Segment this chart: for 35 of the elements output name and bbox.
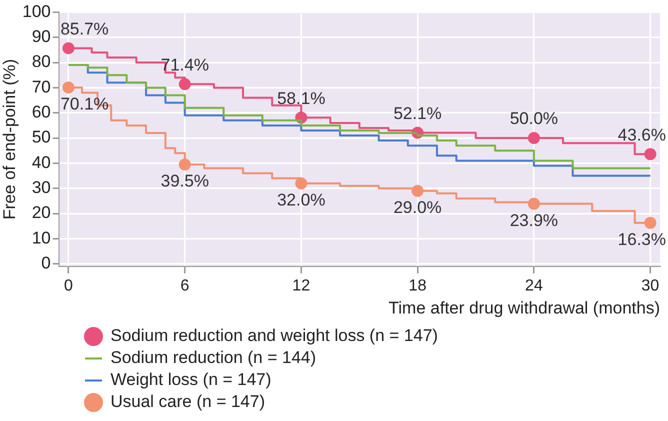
y-tick-label: 60 [32, 102, 51, 122]
x-tick-label: 30 [641, 277, 660, 294]
data-label: 32.0% [277, 190, 326, 210]
point [62, 42, 74, 54]
y-tick-label: 10 [32, 228, 51, 248]
x-axis-title: Time after drug withdrawal (months) [388, 298, 660, 318]
data-label: 16.3% [618, 230, 666, 250]
y-tick-label: 90 [32, 27, 51, 46]
y-axis-title: Free of end-point (%) [0, 58, 19, 220]
data-label: 58.1% [277, 88, 326, 108]
x-tick-label: 24 [525, 277, 543, 294]
y-tick-label: 0 [41, 254, 51, 273]
data-label: 85.7% [60, 19, 109, 38]
y-tick-label: 100 [22, 2, 51, 21]
y-tick-label: 30 [32, 178, 51, 198]
data-label: 29.0% [393, 198, 442, 218]
legend-label: Usual care (n = 147) [110, 392, 265, 412]
y-tick-label: 50 [32, 128, 51, 147]
data-label: 39.5% [160, 172, 209, 191]
data-label: 70.1% [60, 94, 109, 114]
legend-label: Sodium reduction (n = 144) [110, 348, 316, 368]
y-tick-label: 80 [32, 52, 51, 72]
x-tick-label: 0 [64, 277, 74, 294]
data-label: 52.1% [393, 104, 442, 123]
data-label: 50.0% [510, 109, 558, 128]
data-label: 23.9% [510, 210, 558, 230]
y-tick-label: 40 [32, 152, 51, 172]
y-tick-label: 70 [32, 77, 51, 96]
legend-label: Sodium reduction and weight loss (n = 147) [110, 326, 438, 346]
x-tick-label: 18 [408, 277, 427, 294]
data-label: 43.6% [618, 125, 666, 144]
legend-label: Weight loss (n = 147) [110, 370, 272, 390]
x-tick-label: 6 [180, 277, 190, 294]
y-tick-label: 20 [32, 203, 51, 222]
x-tick-label: 12 [292, 277, 310, 294]
